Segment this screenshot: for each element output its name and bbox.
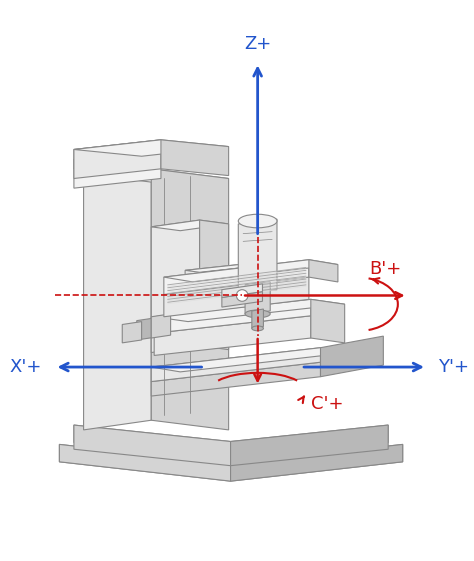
Polygon shape: [185, 264, 263, 272]
Polygon shape: [320, 336, 383, 377]
Polygon shape: [83, 169, 151, 430]
Polygon shape: [222, 292, 263, 307]
Polygon shape: [151, 362, 320, 396]
Polygon shape: [151, 220, 228, 231]
Polygon shape: [161, 140, 228, 176]
Polygon shape: [164, 277, 309, 317]
Polygon shape: [222, 284, 263, 297]
Polygon shape: [74, 140, 161, 169]
Circle shape: [237, 289, 248, 301]
Polygon shape: [137, 318, 156, 340]
Polygon shape: [122, 321, 142, 343]
Text: Z+: Z+: [244, 35, 271, 53]
Polygon shape: [230, 425, 388, 466]
Polygon shape: [59, 444, 230, 481]
Polygon shape: [74, 159, 161, 188]
Ellipse shape: [238, 214, 277, 228]
Polygon shape: [74, 425, 230, 466]
Polygon shape: [151, 314, 171, 338]
Polygon shape: [248, 264, 263, 300]
Ellipse shape: [245, 310, 270, 318]
Polygon shape: [185, 264, 248, 304]
Polygon shape: [154, 316, 311, 356]
Polygon shape: [309, 260, 338, 282]
Ellipse shape: [252, 326, 264, 331]
Polygon shape: [154, 300, 311, 333]
Polygon shape: [74, 140, 228, 157]
Polygon shape: [59, 444, 403, 481]
Polygon shape: [83, 169, 228, 183]
Polygon shape: [230, 444, 403, 481]
Polygon shape: [154, 300, 345, 321]
Polygon shape: [238, 219, 277, 295]
Text: Y'+: Y'+: [438, 358, 469, 376]
Polygon shape: [151, 169, 228, 430]
Polygon shape: [74, 425, 388, 459]
Polygon shape: [74, 140, 161, 178]
Polygon shape: [164, 260, 309, 295]
Text: B'+: B'+: [369, 260, 401, 278]
Polygon shape: [151, 348, 349, 372]
Polygon shape: [151, 220, 200, 352]
Polygon shape: [252, 309, 264, 328]
Polygon shape: [151, 348, 320, 381]
Polygon shape: [245, 282, 270, 314]
Polygon shape: [311, 300, 345, 343]
Polygon shape: [200, 220, 228, 350]
Text: X'+: X'+: [9, 358, 42, 376]
Polygon shape: [164, 260, 338, 282]
Polygon shape: [74, 149, 161, 169]
Text: C'+: C'+: [311, 395, 343, 413]
